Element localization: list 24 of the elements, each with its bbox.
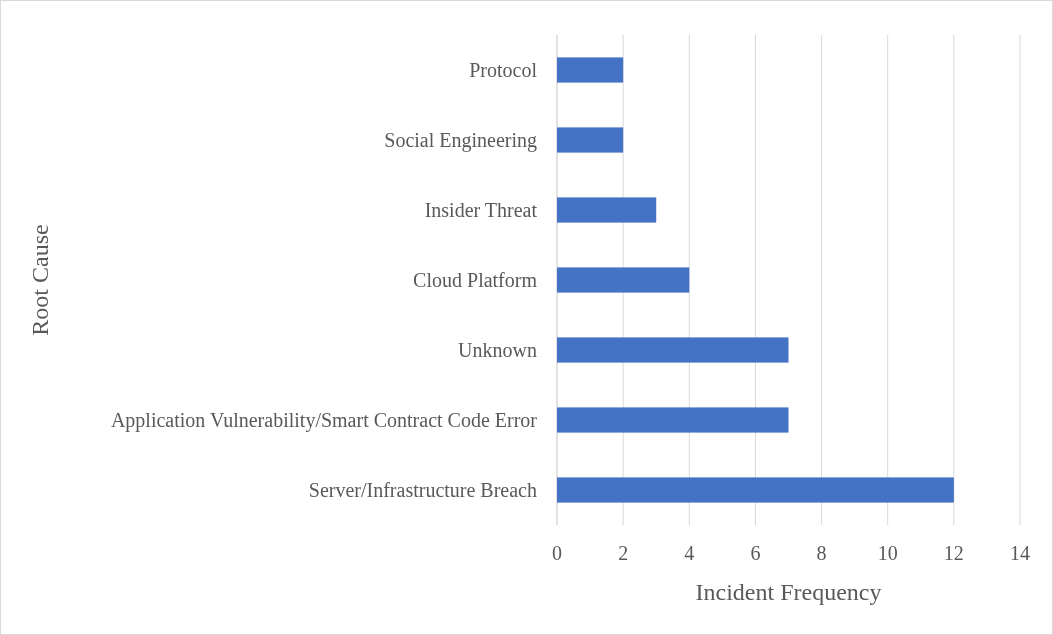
x-tick-label: 14	[1010, 542, 1030, 564]
x-tick-label: 12	[943, 542, 964, 564]
bar	[557, 127, 624, 153]
x-tick-label: 2	[618, 542, 629, 564]
bar	[557, 197, 657, 223]
x-tick-label: 8	[816, 542, 827, 564]
x-tick-label: 0	[552, 542, 562, 564]
y-tick-label: Server/Infrastructure Breach	[308, 479, 537, 501]
bar	[557, 57, 624, 83]
y-tick-label: Unknown	[458, 339, 537, 361]
bar	[557, 477, 954, 503]
bar	[557, 407, 789, 433]
bar	[557, 267, 690, 293]
x-axis-title: Incident Frequency	[695, 579, 882, 605]
y-tick-label: Protocol	[469, 59, 538, 81]
y-tick-label: Cloud Platform	[413, 269, 538, 291]
y-axis-title: Root Cause	[27, 224, 53, 336]
bar	[557, 337, 789, 363]
y-tick-label: Application Vulnerability/Smart Contract Code Error	[110, 409, 538, 432]
x-tick-label: 10	[877, 542, 898, 564]
x-tick-label: 6	[750, 542, 761, 564]
y-tick-label: Insider Threat	[424, 199, 538, 221]
x-tick-label: 4	[684, 542, 695, 564]
y-tick-label: Social Engineering	[384, 129, 537, 152]
